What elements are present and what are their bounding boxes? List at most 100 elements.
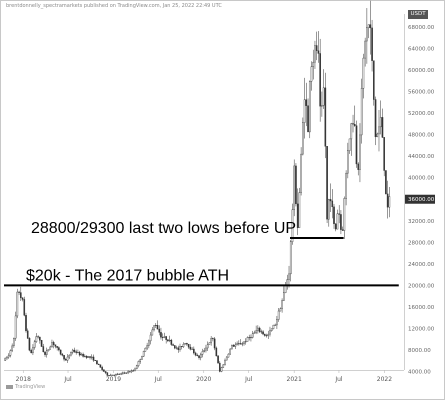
candle — [122, 371, 124, 375]
candle — [135, 364, 138, 370]
candle — [30, 348, 32, 354]
candle — [73, 347, 76, 353]
candle — [326, 146, 328, 224]
candle — [220, 366, 223, 373]
y-tick-label: 4000.00 — [408, 369, 431, 375]
candle — [328, 198, 330, 227]
candle — [78, 350, 81, 357]
x-tick-label: Jul — [63, 376, 72, 383]
candle — [11, 343, 13, 353]
candle — [49, 345, 52, 350]
candle — [115, 373, 117, 377]
candle — [187, 343, 190, 349]
candle — [151, 327, 154, 336]
candle — [71, 348, 74, 355]
x-tick-label: 2021 — [287, 376, 302, 383]
candle — [281, 298, 283, 313]
candle — [378, 110, 380, 152]
candle — [66, 354, 69, 363]
candle — [308, 80, 311, 139]
candle — [322, 69, 325, 109]
candle — [196, 353, 199, 357]
candle — [64, 357, 67, 361]
candle — [217, 355, 219, 364]
candle — [319, 38, 321, 122]
y-tick-label: 20000.00 — [408, 283, 435, 289]
candle — [353, 105, 356, 127]
candle — [118, 373, 121, 375]
candle — [45, 347, 48, 358]
candle — [338, 205, 340, 224]
candle — [191, 346, 193, 350]
candle — [372, 60, 375, 106]
candle — [283, 286, 285, 301]
y-tick-label: 16000.00 — [408, 305, 435, 311]
candle — [276, 315, 278, 329]
svg-text:36000.00: 36000.00 — [408, 197, 435, 203]
candle — [333, 203, 335, 229]
candle — [258, 326, 261, 333]
candle — [179, 343, 181, 352]
candle — [168, 335, 171, 343]
candle — [362, 53, 365, 99]
y-tick-label: 24000.00 — [408, 262, 435, 268]
price-series — [4, 0, 391, 377]
candle — [314, 40, 316, 69]
candle — [224, 358, 226, 366]
y-tick-label: 68000.00 — [408, 25, 435, 31]
candle — [139, 358, 142, 364]
candle — [54, 344, 57, 349]
x-tick-label: 2019 — [106, 376, 121, 383]
candle — [379, 100, 382, 135]
candle — [241, 341, 244, 347]
candle — [70, 351, 72, 357]
candle — [385, 170, 387, 195]
candle — [257, 325, 259, 334]
candle — [248, 334, 251, 341]
candle — [142, 350, 145, 357]
candle — [357, 162, 360, 176]
candle — [231, 344, 233, 350]
candle — [222, 364, 225, 368]
candle — [156, 320, 159, 330]
candle — [125, 372, 128, 374]
candle — [305, 82, 308, 127]
candle — [312, 49, 315, 80]
candle — [109, 373, 112, 376]
candle — [350, 122, 353, 156]
candle — [236, 341, 238, 346]
candle — [246, 336, 249, 342]
tradingview-logo-icon — [6, 384, 13, 389]
candle — [208, 342, 211, 345]
candle — [51, 339, 53, 348]
candle — [227, 353, 230, 358]
candle — [189, 344, 192, 351]
candle — [87, 355, 90, 359]
candle — [52, 340, 55, 349]
tradingview-logo: TradingView — [6, 384, 45, 390]
candle — [386, 180, 389, 219]
candle — [137, 360, 140, 368]
candle — [194, 351, 197, 357]
candle — [229, 348, 231, 355]
currency-badge: USDT — [408, 10, 428, 19]
candle — [37, 335, 39, 339]
candle — [177, 345, 180, 353]
candle — [205, 344, 207, 353]
candle — [158, 325, 161, 336]
candle — [99, 364, 102, 368]
last-price-marker: 36000.00 — [405, 194, 435, 204]
candle — [35, 333, 38, 343]
x-tick-label: 2022 — [377, 376, 392, 383]
candle — [123, 371, 126, 375]
y-tick-label: 48000.00 — [408, 133, 435, 139]
candle — [13, 337, 15, 348]
candle — [277, 308, 280, 322]
candle — [28, 337, 31, 352]
candle — [293, 159, 296, 217]
candle — [26, 328, 29, 339]
candle — [134, 367, 136, 372]
candle — [213, 336, 216, 351]
